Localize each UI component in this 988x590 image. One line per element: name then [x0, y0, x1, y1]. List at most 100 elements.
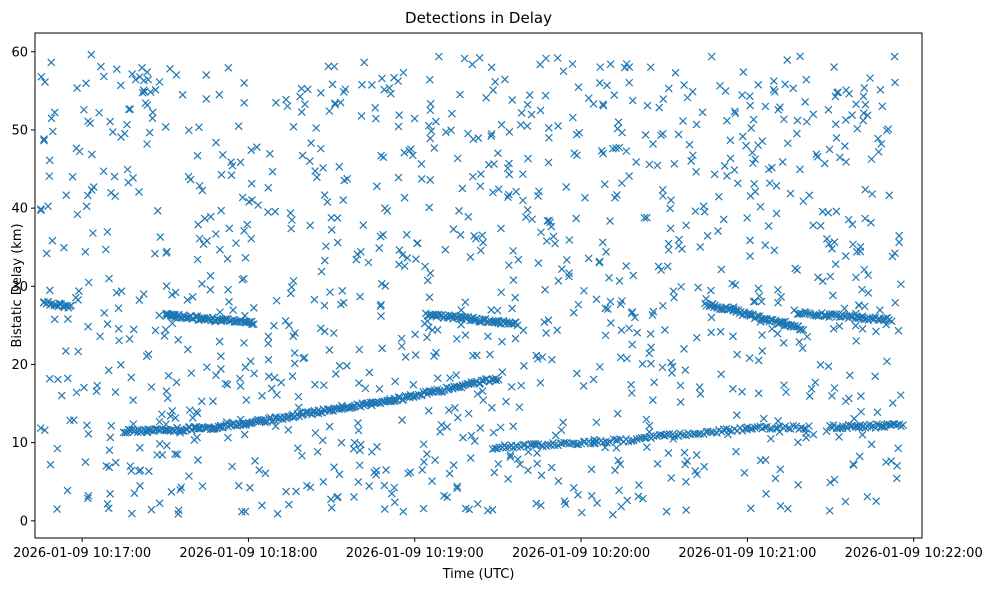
clutter-point	[682, 506, 691, 515]
clutter-point	[896, 391, 905, 400]
clutter-point	[419, 440, 428, 449]
clutter-point	[761, 456, 770, 464]
clutter-point	[849, 240, 857, 249]
clutter-point	[716, 327, 725, 336]
clutter-point	[466, 253, 475, 261]
clutter-point	[533, 459, 542, 468]
clutter-point	[617, 179, 626, 188]
clutter-point	[666, 224, 675, 233]
clutter-point	[680, 448, 689, 457]
clutter-point	[841, 116, 850, 124]
clutter-point	[551, 431, 560, 440]
clutter-point	[706, 286, 715, 295]
clutter-point	[858, 430, 867, 439]
clutter-point	[841, 397, 850, 406]
clutter-point	[193, 151, 202, 160]
clutter-point	[828, 244, 836, 253]
track-7-point	[527, 440, 536, 448]
clutter-point	[783, 139, 792, 148]
clutter-point	[826, 478, 835, 487]
clutter-point	[155, 417, 164, 426]
clutter-point	[327, 503, 336, 512]
scatter-marks	[36, 50, 907, 519]
clutter-point	[746, 252, 755, 261]
track-11-point	[768, 315, 777, 324]
clutter-point	[603, 81, 611, 90]
clutter-point	[47, 58, 56, 67]
clutter-point	[595, 79, 604, 87]
clutter-point	[579, 286, 588, 295]
clutter-point	[497, 224, 505, 233]
clutter-point	[544, 158, 553, 167]
clutter-point	[681, 460, 690, 469]
clutter-point	[533, 449, 541, 457]
clutter-point	[172, 378, 181, 387]
clutter-point	[53, 444, 62, 453]
clutter-point	[754, 284, 763, 293]
clutter-point	[664, 84, 673, 93]
clutter-point	[37, 206, 45, 215]
clutter-point	[890, 52, 899, 61]
clutter-point	[876, 85, 885, 94]
clutter-point	[411, 330, 419, 339]
clutter-point	[224, 63, 233, 72]
clutter-point	[247, 234, 256, 243]
clutter-point	[612, 144, 620, 153]
clutter-point	[375, 244, 384, 252]
clutter-point	[738, 132, 747, 141]
clutter-point	[663, 262, 672, 271]
clutter-point	[807, 384, 816, 393]
clutter-point	[197, 397, 206, 406]
clutter-point	[234, 481, 243, 490]
clutter-point	[864, 271, 873, 280]
clutter-point	[45, 286, 54, 295]
clutter-point	[264, 372, 273, 381]
clutter-point	[202, 71, 211, 79]
clutter-point	[100, 308, 109, 317]
clutter-point	[425, 203, 434, 212]
clutter-point	[40, 136, 48, 145]
clutter-point	[82, 79, 90, 88]
clutter-point	[543, 216, 552, 225]
clutter-point	[146, 88, 155, 96]
clutter-point	[519, 326, 528, 335]
track-6-point	[461, 312, 470, 321]
clutter-point	[482, 93, 491, 102]
clutter-point	[455, 206, 463, 215]
clutter-point	[554, 477, 563, 485]
clutter-point	[320, 301, 329, 310]
clutter-point	[488, 505, 497, 514]
clutter-point	[824, 240, 833, 248]
clutter-point	[424, 121, 433, 130]
clutter-point	[349, 445, 358, 453]
clutter-point	[466, 454, 475, 463]
clutter-point	[490, 160, 498, 168]
clutter-point	[642, 213, 651, 222]
clutter-point	[111, 388, 120, 396]
clutter-point	[844, 215, 853, 224]
clutter-point	[487, 129, 496, 138]
clutter-point	[632, 158, 641, 166]
clutter-point	[745, 92, 754, 101]
clutter-point	[294, 392, 303, 401]
clutter-point	[511, 293, 520, 302]
clutter-point	[235, 374, 244, 383]
track-4-point	[398, 395, 407, 404]
clutter-point	[504, 261, 513, 270]
clutter-point	[848, 220, 857, 229]
clutter-point	[103, 227, 112, 236]
clutter-point	[277, 378, 286, 387]
clutter-point	[106, 489, 115, 498]
track-3-point	[373, 399, 381, 407]
clutter-point	[542, 329, 551, 337]
clutter-point	[240, 226, 249, 235]
clutter-point	[575, 128, 584, 137]
clutter-point	[698, 108, 707, 117]
clutter-point	[653, 161, 662, 170]
clutter-point	[856, 392, 865, 401]
clutter-point	[805, 191, 814, 200]
clutter-point	[108, 128, 117, 136]
clutter-point	[764, 165, 773, 174]
clutter-point	[776, 465, 785, 474]
clutter-point	[456, 90, 464, 99]
